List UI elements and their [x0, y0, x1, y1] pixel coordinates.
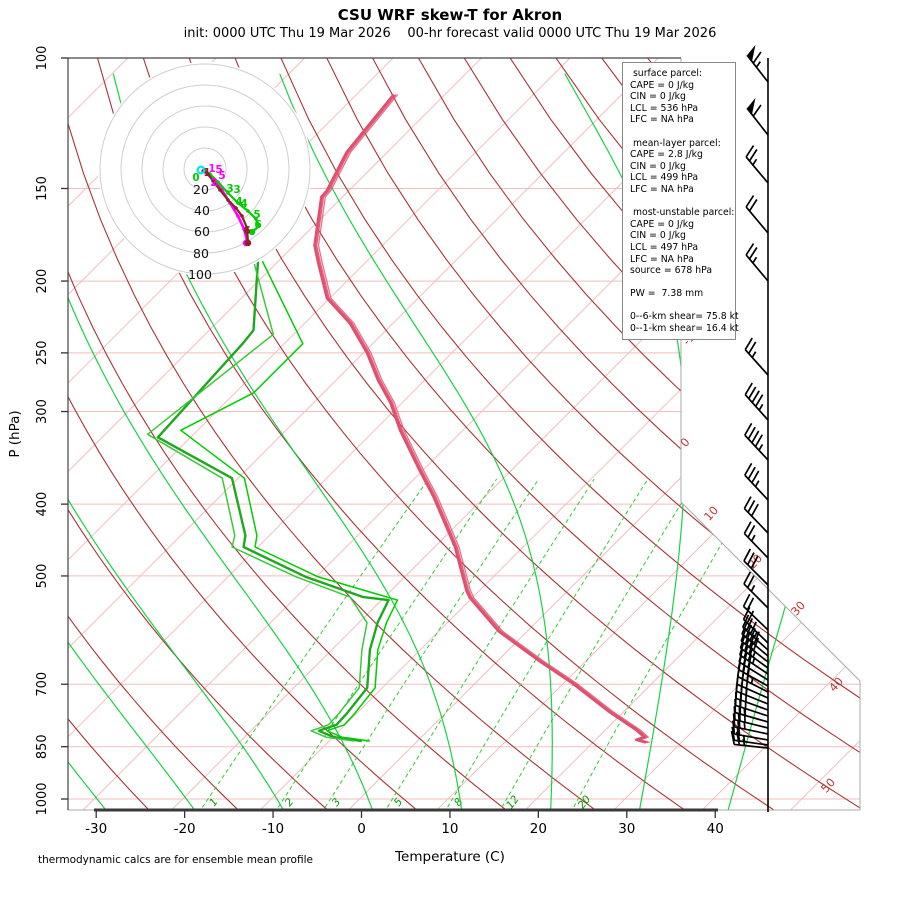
svg-text:40: 40 [194, 203, 210, 218]
svg-text:-10: -10 [262, 821, 284, 837]
svg-text:-30: -30 [85, 821, 107, 837]
svg-text:6: 6 [254, 219, 261, 231]
svg-text:10: 10 [441, 821, 458, 837]
svg-text:5: 5 [215, 164, 222, 176]
svg-text:500: 500 [35, 564, 50, 589]
svg-text:5: 5 [218, 170, 225, 182]
svg-text:700: 700 [35, 672, 50, 697]
svg-text:1: 1 [203, 167, 210, 179]
svg-text:80: 80 [193, 246, 209, 261]
svg-text:3: 3 [233, 184, 240, 196]
svg-text:300: 300 [35, 399, 50, 424]
svg-text:20: 20 [193, 182, 209, 197]
svg-text:3: 3 [226, 183, 233, 195]
svg-text:8: 8 [452, 796, 466, 809]
svg-text:4: 4 [240, 198, 247, 210]
svg-text:-20: -20 [174, 821, 196, 837]
footnote: thermodynamic calcs are for ensemble mea… [38, 854, 313, 866]
svg-text:20: 20 [530, 821, 547, 837]
svg-text:30: 30 [618, 821, 635, 837]
svg-text:30: 30 [788, 598, 808, 618]
svg-text:200: 200 [35, 269, 50, 294]
svg-text:5: 5 [392, 796, 406, 809]
svg-text:100: 100 [35, 46, 50, 71]
svg-text:2: 2 [210, 177, 217, 189]
pressure-axis-title: P (hPa) [7, 410, 23, 458]
svg-text:10: 10 [701, 503, 721, 523]
svg-text:4: 4 [235, 196, 242, 208]
temperature-axis-title: Temperature (C) [395, 849, 505, 865]
svg-text:0: 0 [357, 821, 366, 837]
svg-text:0: 0 [192, 172, 199, 184]
chart-subtitle: init: 0000 UTC Thu 19 Mar 2026 00-hr for… [183, 26, 717, 41]
chart-title: CSU WRF skew-T for Akron [337, 6, 563, 24]
svg-text:2: 2 [283, 796, 297, 809]
svg-text:850: 850 [35, 734, 50, 759]
svg-text:100: 100 [188, 267, 212, 282]
svg-text:5: 5 [253, 209, 260, 221]
svg-text:150: 150 [35, 176, 50, 201]
svg-text:1000: 1000 [35, 782, 50, 815]
svg-text:3: 3 [330, 796, 344, 809]
svg-text:1: 1 [207, 796, 221, 809]
svg-text:400: 400 [35, 492, 50, 517]
parcel-info-box: surface parcel: CAPE = 0 J/kg CIN = 0 J/… [622, 62, 739, 340]
svg-text:1: 1 [208, 163, 215, 175]
svg-text:6: 6 [243, 225, 250, 237]
svg-text:60: 60 [194, 224, 210, 239]
svg-text:250: 250 [35, 340, 50, 365]
svg-text:40: 40 [707, 821, 724, 837]
